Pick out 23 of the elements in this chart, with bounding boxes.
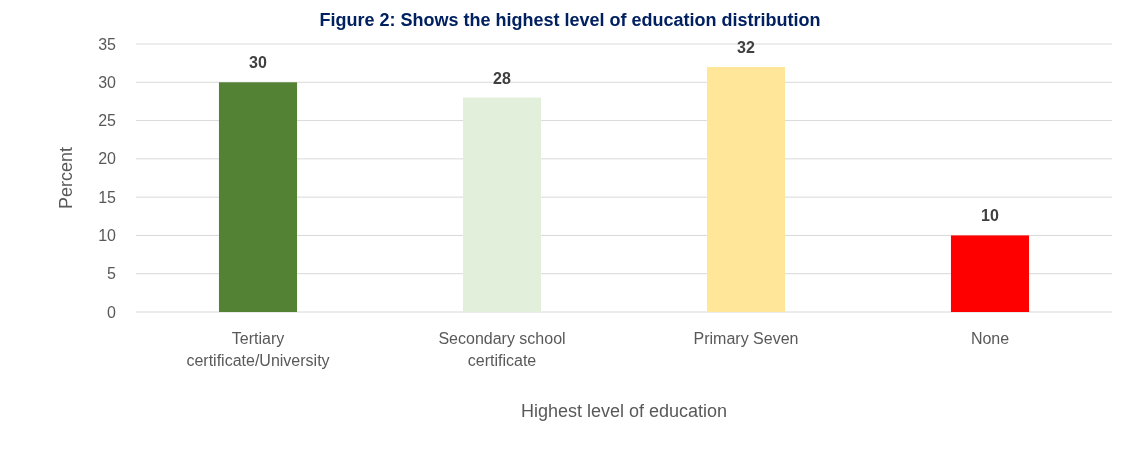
y-axis-title: Percent <box>56 146 76 210</box>
data-label: 30 <box>249 54 267 72</box>
y-tick-label: 10 <box>98 227 117 245</box>
y-tick-label: 15 <box>98 188 117 206</box>
y-tick-label: 35 <box>98 35 117 53</box>
y-tick-label: 30 <box>98 73 117 91</box>
bar <box>462 97 542 312</box>
bar <box>218 82 298 312</box>
x-axis-title: Highest level of education <box>520 401 728 421</box>
data-label: 10 <box>981 207 999 225</box>
y-tick-label: 20 <box>98 150 117 168</box>
x-tick-label: Secondary school certificate <box>438 330 566 369</box>
y-tick-label: 0 <box>107 303 117 321</box>
x-tick-label: Tertiary certificate/University <box>186 330 330 369</box>
data-label: 28 <box>493 69 511 87</box>
bar <box>706 66 786 312</box>
y-tick-label: 25 <box>98 112 117 130</box>
bar <box>950 235 1030 312</box>
data-label: 32 <box>737 38 755 56</box>
x-tick-label: Primary Seven <box>693 330 799 347</box>
y-tick-label: 5 <box>107 265 117 283</box>
x-tick-label: None <box>970 330 1010 347</box>
chart-title: Figure 2: Shows the highest level of education distribution <box>319 10 821 30</box>
